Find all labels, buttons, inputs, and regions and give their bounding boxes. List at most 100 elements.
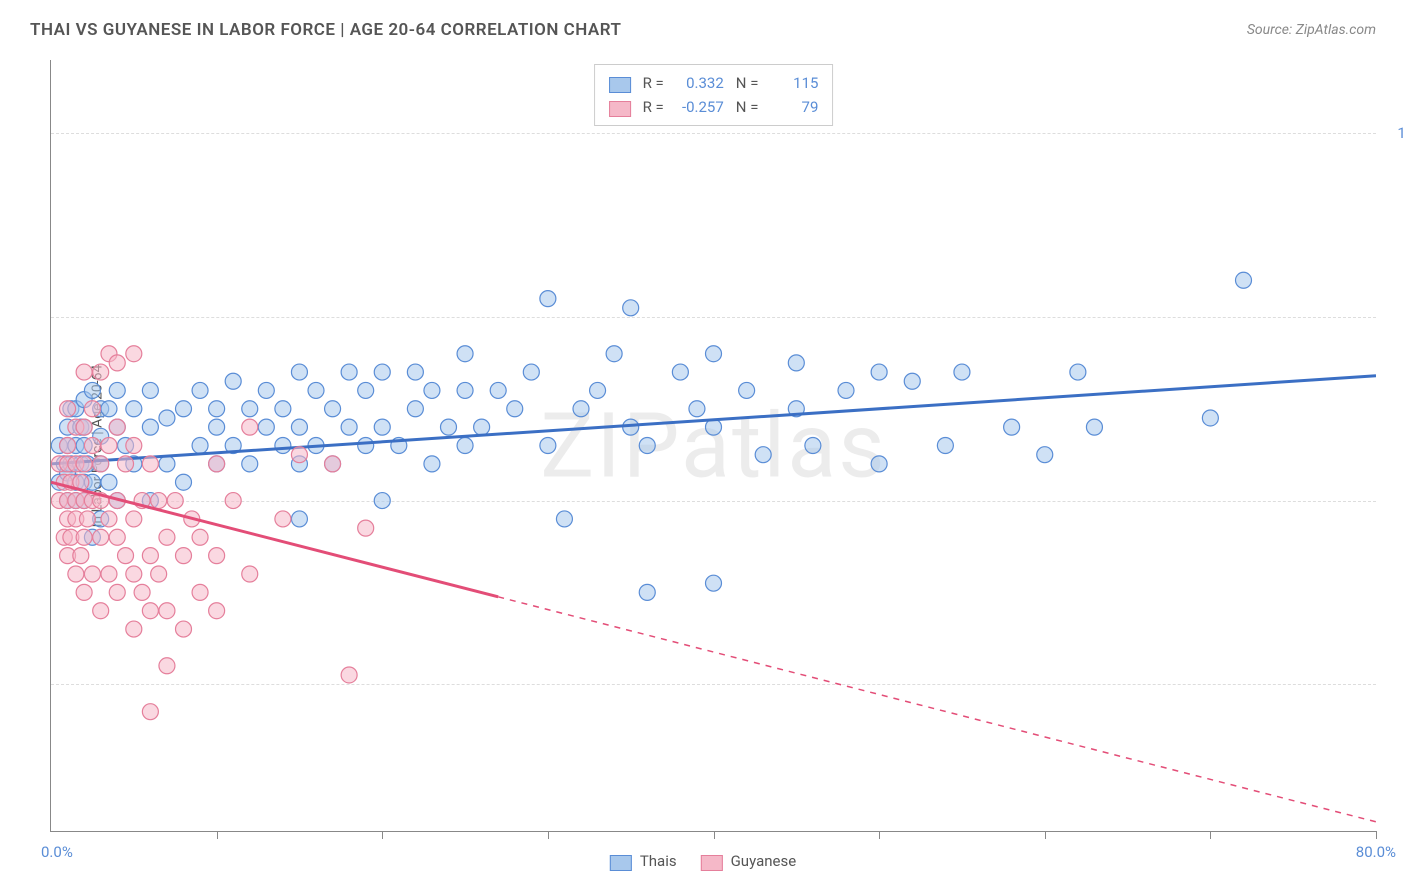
- data-point: [93, 603, 109, 619]
- chart-title: THAI VS GUYANESE IN LABOR FORCE | AGE 20…: [30, 20, 622, 40]
- data-point: [101, 566, 117, 582]
- data-point: [192, 438, 208, 454]
- data-point: [556, 511, 572, 527]
- data-point: [275, 511, 291, 527]
- data-point: [76, 364, 92, 380]
- source-credit: Source: ZipAtlas.com: [1247, 22, 1376, 38]
- chart-area: In Labor Force | Age 20-64 ZIPatlas R =0…: [50, 60, 1376, 832]
- data-point: [225, 493, 241, 509]
- data-point: [79, 511, 95, 527]
- x-axis-end-label: 80.0%: [1356, 843, 1396, 861]
- data-point: [84, 401, 100, 417]
- correlation-legend: R =0.332N =115R =-0.257N =79: [594, 64, 834, 126]
- data-point: [374, 419, 390, 435]
- legend-swatch: [609, 101, 631, 117]
- scatter-plot: [51, 60, 1376, 831]
- data-point: [424, 456, 440, 472]
- data-point: [159, 410, 175, 426]
- data-point: [151, 493, 167, 509]
- data-point: [101, 474, 117, 490]
- data-point: [341, 364, 357, 380]
- data-point: [159, 603, 175, 619]
- data-point: [358, 438, 374, 454]
- y-tick-label: 100.0%: [1386, 124, 1406, 142]
- data-point: [76, 529, 92, 545]
- data-point: [142, 704, 158, 720]
- data-point: [540, 438, 556, 454]
- data-point: [60, 438, 76, 454]
- data-point: [639, 438, 655, 454]
- data-point: [639, 584, 655, 600]
- data-point: [507, 401, 523, 417]
- data-point: [1037, 447, 1053, 463]
- data-point: [689, 401, 705, 417]
- data-point: [176, 621, 192, 637]
- data-point: [209, 548, 225, 564]
- data-point: [706, 575, 722, 591]
- data-point: [176, 401, 192, 417]
- legend-row: R =0.332N =115: [609, 71, 819, 95]
- y-tick-label: 80.0%: [1386, 492, 1406, 510]
- data-point: [523, 364, 539, 380]
- y-tick-label: 90.0%: [1386, 308, 1406, 326]
- legend-n-value: 79: [770, 95, 818, 119]
- data-point: [1236, 272, 1252, 288]
- data-point: [159, 658, 175, 674]
- data-point: [159, 456, 175, 472]
- data-point: [242, 566, 258, 582]
- data-point: [358, 382, 374, 398]
- data-point: [457, 382, 473, 398]
- data-point: [374, 493, 390, 509]
- legend-label: Thais: [640, 852, 677, 870]
- data-point: [871, 364, 887, 380]
- legend-label: Guyanese: [731, 852, 797, 870]
- data-point: [126, 621, 142, 637]
- legend-swatch: [701, 855, 723, 871]
- data-point: [258, 382, 274, 398]
- data-point: [60, 401, 76, 417]
- data-point: [1004, 419, 1020, 435]
- data-point: [159, 529, 175, 545]
- data-point: [126, 401, 142, 417]
- data-point: [101, 438, 117, 454]
- data-point: [374, 364, 390, 380]
- data-point: [109, 355, 125, 371]
- data-point: [788, 355, 804, 371]
- data-point: [1070, 364, 1086, 380]
- data-point: [242, 419, 258, 435]
- data-point: [84, 438, 100, 454]
- x-tick: [548, 831, 549, 839]
- data-point: [192, 382, 208, 398]
- data-point: [805, 438, 821, 454]
- y-tick-label: 70.0%: [1386, 675, 1406, 693]
- legend-item: Guyanese: [701, 852, 797, 870]
- data-point: [573, 401, 589, 417]
- data-point: [93, 364, 109, 380]
- data-point: [84, 566, 100, 582]
- data-point: [407, 401, 423, 417]
- legend-r-label: R =: [643, 71, 664, 95]
- data-point: [623, 300, 639, 316]
- data-point: [209, 419, 225, 435]
- data-point: [457, 438, 473, 454]
- data-point: [192, 584, 208, 600]
- data-point: [407, 364, 423, 380]
- data-point: [242, 401, 258, 417]
- data-point: [126, 566, 142, 582]
- data-point: [275, 401, 291, 417]
- data-point: [358, 520, 374, 536]
- data-point: [93, 529, 109, 545]
- data-point: [606, 346, 622, 362]
- data-point: [258, 419, 274, 435]
- data-point: [134, 584, 150, 600]
- data-point: [76, 419, 92, 435]
- data-point: [291, 419, 307, 435]
- data-point: [109, 584, 125, 600]
- data-point: [291, 447, 307, 463]
- x-tick: [714, 831, 715, 839]
- data-point: [706, 346, 722, 362]
- data-point: [109, 419, 125, 435]
- data-point: [838, 382, 854, 398]
- data-point: [1202, 410, 1218, 426]
- x-tick: [879, 831, 880, 839]
